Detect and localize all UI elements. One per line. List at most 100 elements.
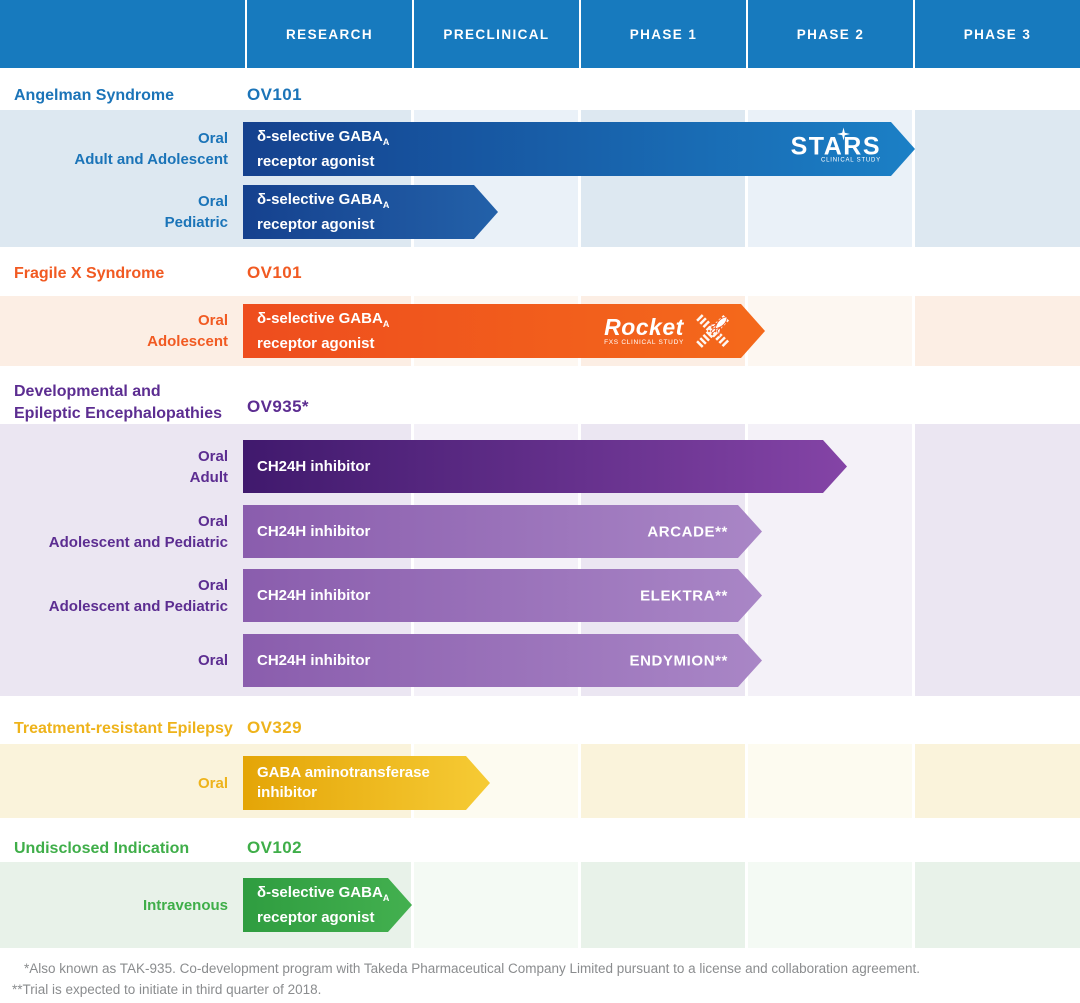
population-label: Pediatric <box>164 214 228 231</box>
indication-title-fragile-x: Fragile X Syndrome <box>14 265 165 282</box>
phase-header-label: PHASE 1 <box>629 26 698 42</box>
phase-header-phase3: PHASE 3 <box>913 0 1080 68</box>
product-name-ov102: OV102 <box>247 838 302 857</box>
trial-name: ELEKTRA** <box>640 587 728 604</box>
star-icon <box>837 128 850 141</box>
phase-header: RESEARCH PRECLINICAL PHASE 1 PHASE 2 PHA… <box>0 0 1080 68</box>
route-population-label: Oral Adult and Adolescent <box>0 122 228 176</box>
mechanism-text: CH24H inhibitor <box>257 586 371 604</box>
mechanism-text: δ-selective GABAA receptor agonist <box>243 309 389 354</box>
phase-header-phase2: PHASE 2 <box>746 0 913 68</box>
mechanism-text: δ-selective GABAA receptor agonist <box>243 883 389 928</box>
mechanism-text: GABA aminotransferase inhibitor <box>243 763 430 803</box>
rocket-logo-text-block: Rocket FXS CLINICAL STUDY <box>604 316 684 346</box>
pipeline-bar-ov101-adolescent-fxs: δ-selective GABAA receptor agonist Rocke… <box>243 304 765 358</box>
mechanism-text: CH24H inhibitor <box>257 651 371 669</box>
footnote-tak935: *Also known as TAK-935. Co-development p… <box>24 961 920 976</box>
route-label: Oral <box>197 774 228 792</box>
mechanism-main: δ-selective GABA <box>257 190 383 208</box>
mechanism-line1: δ-selective GABAA <box>257 127 389 152</box>
pipeline-bar-ov102-intravenous: δ-selective GABAA receptor agonist <box>243 878 412 932</box>
pipeline-bar-ov935-arcade: CH24H inhibitor ARCADE** <box>243 505 762 558</box>
trial-name: ARCADE** <box>647 523 728 540</box>
product-name-ov329: OV329 <box>247 718 302 737</box>
phase-header-label: PRECLINICAL <box>443 26 550 42</box>
phase-header-preclinical: PRECLINICAL <box>412 0 579 68</box>
pipeline-bar-ov935-elektra: CH24H inhibitor ELEKTRA** <box>243 569 762 622</box>
mechanism-line2: receptor agonist <box>257 908 375 926</box>
mechanism-subscript: A <box>382 892 390 903</box>
mechanism-text: CH24H inhibitor <box>257 457 371 475</box>
indication-title-undisclosed: Undisclosed Indication <box>14 840 190 857</box>
route-population-label: Oral Adolescent <box>0 304 228 358</box>
route-label: Intravenous <box>142 896 228 914</box>
mechanism-line2: receptor agonist <box>257 215 375 233</box>
route-population-label: Oral Adult <box>0 440 228 493</box>
rocket-logo-subtext: FXS CLINICAL STUDY <box>604 339 684 346</box>
phase-header-label: PHASE 2 <box>796 26 865 42</box>
population-label: Adolescent <box>147 333 228 350</box>
phase-header-label: PHASE 3 <box>963 26 1032 42</box>
mechanism-text: CH24H inhibitor <box>257 522 371 540</box>
population-label: Adolescent and Pediatric <box>48 597 228 615</box>
population-label: Adult <box>189 468 228 486</box>
population-label: Adolescent and Pediatric <box>48 533 228 551</box>
mechanism-line1: δ-selective GABAA <box>257 190 389 215</box>
mechanism-main: δ-selective GABA <box>257 309 383 327</box>
route-population-label: Intravenous <box>0 878 228 932</box>
mechanism-line2: receptor agonist <box>257 152 375 170</box>
indication-title-angelman: Angelman Syndrome <box>14 87 175 104</box>
mechanism-subscript: A <box>382 136 390 147</box>
footnote-trial-initiation: **Trial is expected to initiate in third… <box>12 982 322 997</box>
pipeline-bar-ov101-adult-adolescent: δ-selective GABAA receptor agonist STARS… <box>243 122 915 176</box>
phase-header-research: RESEARCH <box>245 0 412 68</box>
pipeline-bar-ov329-oral: GABA aminotransferase inhibitor <box>243 756 490 810</box>
indication-line2: Epileptic Encephalopathies <box>14 405 223 422</box>
route-population-label: Oral Adolescent and Pediatric <box>0 505 228 558</box>
rocket-logo-text: Rocket <box>604 314 684 340</box>
route-population-label: Oral Adolescent and Pediatric <box>0 569 228 622</box>
phase-band-undisclosed <box>0 862 1080 948</box>
route-population-label: Oral Pediatric <box>0 185 228 239</box>
mechanism-line2: inhibitor <box>257 784 317 801</box>
pipeline-bar-ov101-pediatric: δ-selective GABAA receptor agonist <box>243 185 498 239</box>
product-name-ov101-fragile-x: OV101 <box>247 263 302 282</box>
stars-logo-subtext: CLINICAL STUDY <box>821 157 881 164</box>
route-population-label: Oral <box>0 756 228 810</box>
route-label: Oral <box>197 652 228 669</box>
rocket-x-icon <box>691 311 735 351</box>
indication-line1: Developmental and <box>14 383 161 400</box>
route-label: Oral <box>197 130 228 147</box>
indication-title-tre: Treatment-resistant Epilepsy <box>14 720 233 737</box>
mechanism-text: δ-selective GABAA receptor agonist <box>243 190 389 235</box>
product-name-ov935: OV935* <box>247 397 309 416</box>
stars-trial-logo: STARS CLINICAL STUDY <box>791 135 881 164</box>
mechanism-line1: GABA aminotransferase <box>257 764 430 781</box>
trial-name: ENDYMION** <box>629 652 728 669</box>
route-label: Oral <box>197 193 228 210</box>
stars-logo-text: STARS <box>790 132 881 161</box>
mechanism-line2: receptor agonist <box>257 334 375 352</box>
route-label: Oral <box>197 576 228 594</box>
indication-title-dee: Developmental and Epileptic Encephalopat… <box>14 381 222 425</box>
pipeline-bar-ov935-adult: CH24H inhibitor <box>243 440 847 493</box>
phase-band-tre <box>0 744 1080 818</box>
route-population-label: Oral <box>0 634 228 687</box>
mechanism-main: δ-selective GABA <box>257 127 383 145</box>
route-label: Oral <box>197 312 228 329</box>
phase-header-spacer <box>0 0 245 68</box>
phase-header-phase1: PHASE 1 <box>579 0 746 68</box>
product-name-ov101-angelman: OV101 <box>247 85 302 104</box>
mechanism-text: δ-selective GABAA receptor agonist <box>243 127 389 172</box>
mechanism-line1: δ-selective GABAA <box>257 309 389 334</box>
pipeline-bar-ov935-endymion: CH24H inhibitor ENDYMION** <box>243 634 762 687</box>
rocket-trial-logo: Rocket FXS CLINICAL STUDY <box>604 311 735 351</box>
mechanism-line1: δ-selective GABAA <box>257 883 389 908</box>
route-label: Oral <box>197 447 228 465</box>
population-label: Adult and Adolescent <box>74 151 228 168</box>
mechanism-main: δ-selective GABA <box>257 883 383 901</box>
mechanism-subscript: A <box>382 318 390 329</box>
route-label: Oral <box>197 512 228 530</box>
mechanism-subscript: A <box>382 199 390 210</box>
